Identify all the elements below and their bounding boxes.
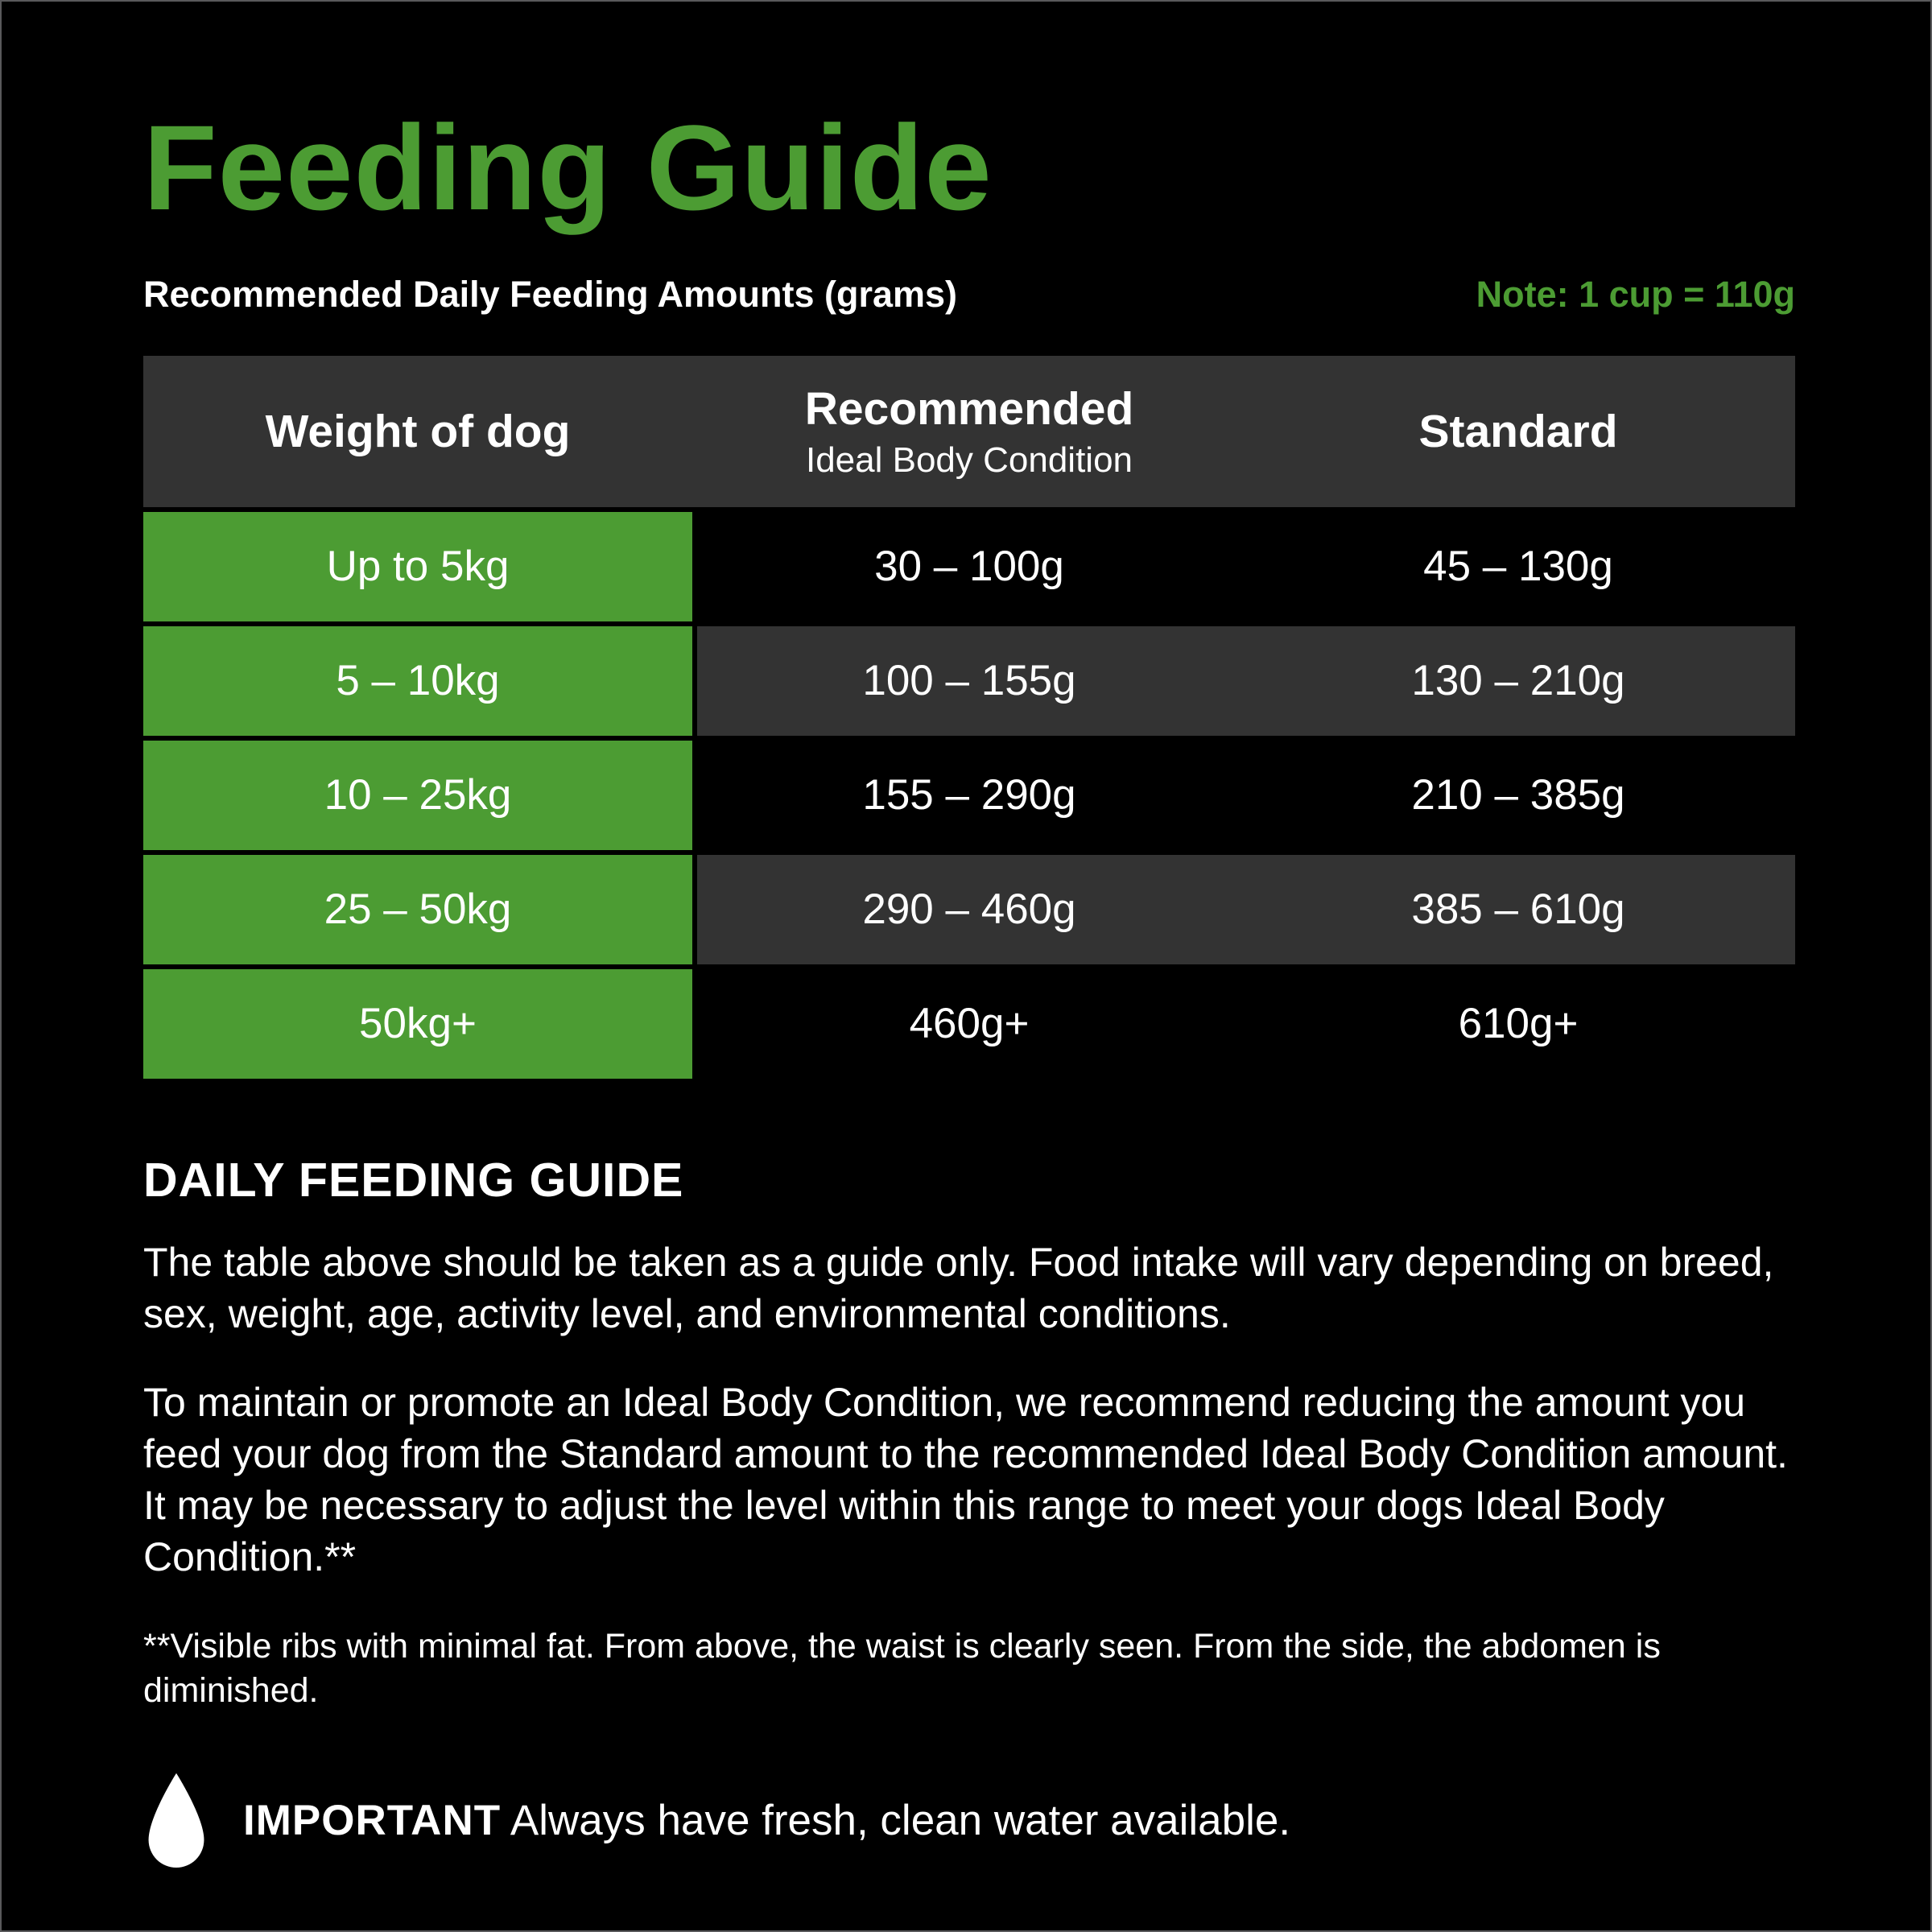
- amounts-block: 30 – 100g 45 – 130g: [697, 512, 1795, 621]
- standard-cell: 385 – 610g: [1411, 886, 1625, 933]
- label-content: Feeding Guide Recommended Daily Feeding …: [143, 100, 1795, 1868]
- guide-paragraph-1: The table above should be taken as a gui…: [143, 1239, 1774, 1336]
- column-header-recommended-label: Recommended: [804, 382, 1134, 435]
- weight-cell: Up to 5kg: [143, 511, 692, 621]
- recommended-cell: 290 – 460g: [862, 886, 1076, 933]
- amounts-block: 155 – 290g 210 – 385g: [697, 741, 1795, 850]
- body-condition-footnote: **Visible ribs with minimal fat. From ab…: [143, 1626, 1661, 1711]
- table-row: 25 – 50kg 290 – 460g 385 – 610g: [143, 854, 1795, 964]
- recommended-cell: 30 – 100g: [874, 543, 1064, 590]
- table-row: 10 – 25kg 155 – 290g 210 – 385g: [143, 740, 1795, 850]
- column-header-recommended-sublabel: Ideal Body Condition: [805, 440, 1133, 480]
- weight-cell: 50kg+: [143, 968, 692, 1079]
- amounts-block: 460g+ 610g+: [697, 969, 1795, 1079]
- subheading-row: Recommended Daily Feeding Amounts (grams…: [143, 274, 1795, 316]
- standard-cell: 130 – 210g: [1411, 657, 1625, 704]
- weight-cell: 25 – 50kg: [143, 854, 692, 964]
- daily-feeding-guide-heading: DAILY FEEDING GUIDE: [143, 1153, 684, 1207]
- table-row: 5 – 10kg 100 – 155g 130 – 210g: [143, 625, 1795, 736]
- amounts-block: 100 – 155g 130 – 210g: [697, 625, 1795, 736]
- column-header-weight-label: Weight of dog: [265, 405, 571, 457]
- page-title: Feeding Guide: [143, 100, 993, 235]
- column-header-standard: Standard: [1241, 405, 1795, 458]
- column-header-recommended: Recommended Ideal Body Condition: [697, 382, 1241, 481]
- standard-cell: 210 – 385g: [1411, 771, 1625, 819]
- standard-cell: 610g+: [1458, 1000, 1579, 1047]
- water-drop-icon: [143, 1772, 209, 1868]
- weight-cell: 10 – 25kg: [143, 740, 692, 850]
- column-header-standard-label: Standard: [1418, 405, 1618, 457]
- recommended-cell: 100 – 155g: [862, 657, 1076, 704]
- recommended-cell: 460g+: [909, 1000, 1030, 1047]
- table-caption: Recommended Daily Feeding Amounts (grams…: [143, 273, 958, 315]
- important-body: Always have fresh, clean water available…: [501, 1796, 1291, 1844]
- guide-paragraph-2: To maintain or promote an Ideal Body Con…: [143, 1379, 1788, 1579]
- important-label: IMPORTANT: [243, 1796, 502, 1844]
- feeding-table: Weight of dog Recommended Ideal Body Con…: [143, 355, 1795, 1079]
- amounts-block: 290 – 460g 385 – 610g: [697, 854, 1795, 964]
- column-header-weight: Weight of dog: [143, 405, 692, 458]
- important-message: IMPORTANT Always have fresh, clean water…: [243, 1796, 1290, 1845]
- table-row: Up to 5kg 30 – 100g 45 – 130g: [143, 511, 1795, 621]
- standard-cell: 45 – 130g: [1423, 543, 1613, 590]
- table-row: 50kg+ 460g+ 610g+: [143, 968, 1795, 1079]
- weight-cell: 5 – 10kg: [143, 625, 692, 736]
- cup-conversion-note: Note: 1 cup = 110g: [1476, 273, 1795, 315]
- table-header-row: Weight of dog Recommended Ideal Body Con…: [143, 355, 1795, 507]
- recommended-cell: 155 – 290g: [862, 771, 1076, 819]
- important-notice: IMPORTANT Always have fresh, clean water…: [143, 1772, 1795, 1868]
